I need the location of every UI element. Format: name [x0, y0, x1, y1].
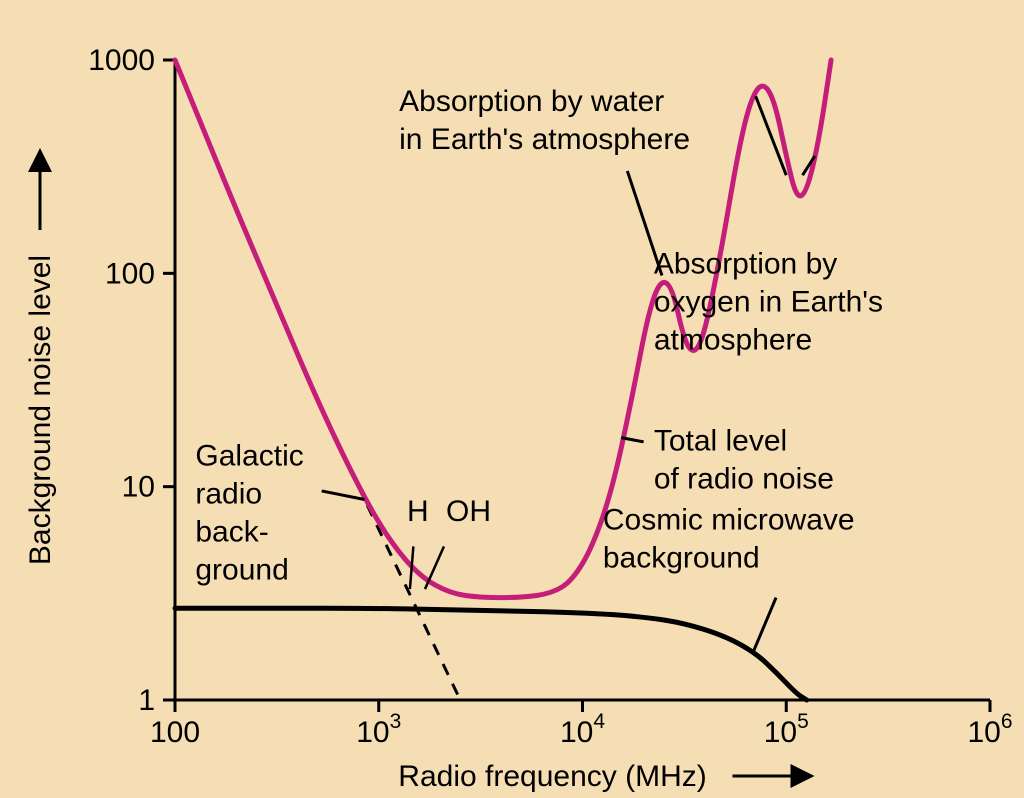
svg-text:oxygen in Earth's: oxygen in Earth's — [654, 285, 883, 318]
svg-text:10: 10 — [122, 471, 155, 504]
svg-text:in Earth's atmosphere: in Earth's atmosphere — [399, 123, 690, 156]
svg-text:Galactic: Galactic — [195, 439, 303, 472]
chart-container: 1001031041051061101001000Radio frequency… — [0, 0, 1024, 798]
radio-noise-chart: 1001031041051061101001000Radio frequency… — [0, 0, 1024, 798]
svg-text:OH: OH — [446, 495, 491, 528]
svg-text:1000: 1000 — [88, 44, 155, 77]
svg-text:Cosmic microwave: Cosmic microwave — [603, 503, 855, 536]
svg-text:1: 1 — [138, 684, 155, 717]
svg-text:ground: ground — [195, 553, 288, 586]
svg-text:Absorption by: Absorption by — [654, 247, 837, 280]
svg-text:100: 100 — [150, 716, 200, 749]
svg-text:Background noise level: Background noise level — [24, 255, 57, 565]
svg-text:H: H — [407, 495, 429, 528]
svg-text:back-: back- — [195, 515, 268, 548]
svg-text:radio: radio — [195, 477, 262, 510]
svg-text:100: 100 — [105, 257, 155, 290]
svg-text:Total level: Total level — [654, 424, 787, 457]
svg-text:Absorption by water: Absorption by water — [399, 85, 664, 118]
svg-text:background: background — [603, 541, 760, 574]
svg-text:Radio frequency (MHz): Radio frequency (MHz) — [398, 760, 706, 793]
svg-text:atmosphere: atmosphere — [654, 323, 812, 356]
svg-text:of radio noise: of radio noise — [654, 462, 834, 495]
